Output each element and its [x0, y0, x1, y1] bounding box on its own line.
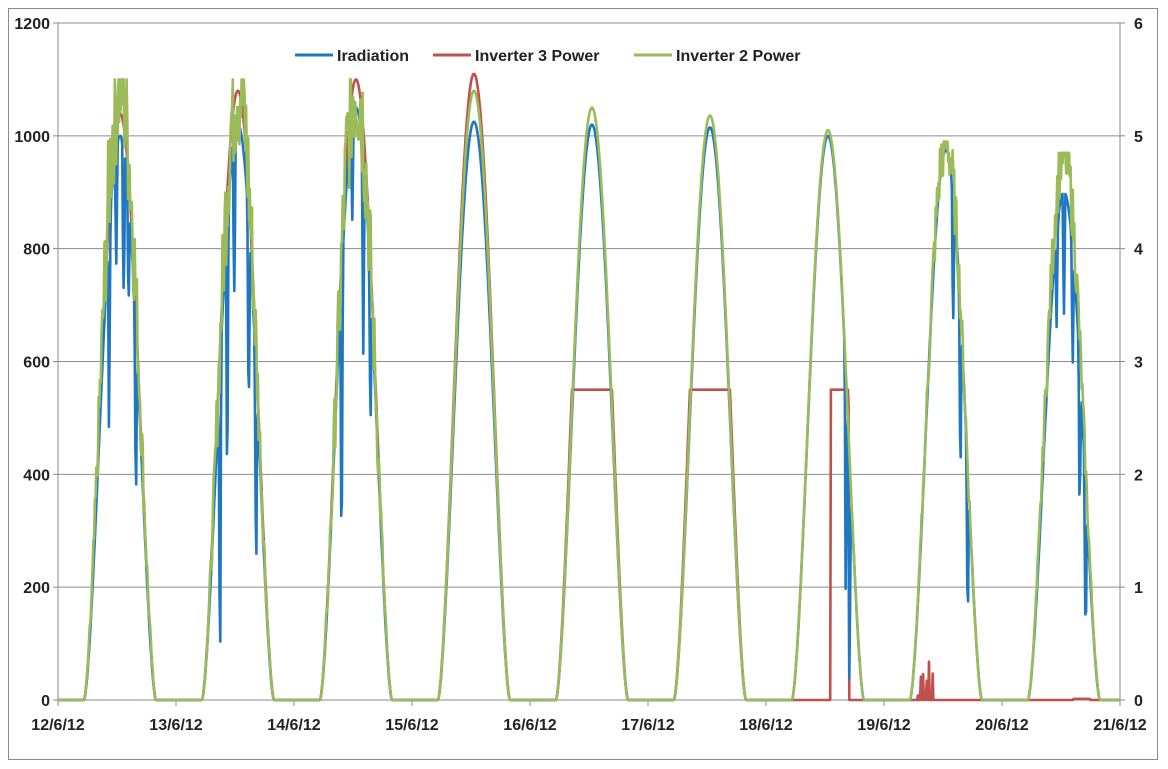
x-tick-label: 18/6/12: [739, 717, 792, 734]
y-tick-label: 1000: [14, 129, 50, 146]
series-line-inverter-2-power: [57, 78, 1121, 702]
series-line-inverter-3-power: [57, 72, 1121, 702]
legend: Iradiation Inverter 3 Power Inverter 2 Pow…: [295, 48, 801, 65]
y2-tick-label: 6: [1134, 16, 1143, 33]
y2-tick-label: 4: [1134, 242, 1143, 259]
x-tick-label: 21/6/12: [1093, 717, 1146, 734]
x-tick-label: 13/6/12: [149, 717, 202, 734]
y-tick-label: 1200: [14, 16, 50, 33]
tick-labels: 0 200 400 600 800 1000 1200 0 1 2 3 4 5 6 12/6/12 13/6/…: [14, 16, 1146, 734]
y-tick-label: 400: [23, 467, 50, 484]
y-tick-label: 0: [41, 693, 50, 710]
legend-label: Inverter 2 Power: [676, 48, 801, 65]
x-tick-label: 15/6/12: [385, 717, 438, 734]
x-tick-label: 14/6/12: [267, 717, 320, 734]
legend-label: Iradiation: [337, 48, 409, 65]
y-tick-label: 200: [23, 580, 50, 597]
y2-tick-label: 3: [1134, 355, 1143, 372]
y-tick-label: 800: [23, 242, 50, 259]
x-tick-label: 12/6/12: [31, 717, 84, 734]
y2-tick-label: 5: [1134, 129, 1143, 146]
series-lines: [57, 72, 1121, 702]
x-tick-label: 20/6/12: [975, 717, 1028, 734]
y2-tick-label: 0: [1134, 693, 1143, 710]
legend-label: Inverter 3 Power: [475, 48, 600, 65]
x-tick-label: 19/6/12: [857, 717, 910, 734]
y-tick-label: 600: [23, 355, 50, 372]
y2-tick-label: 2: [1134, 467, 1143, 484]
y2-tick-label: 1: [1134, 580, 1143, 597]
x-tick-label: 16/6/12: [503, 717, 556, 734]
x-tick-label: 17/6/12: [621, 717, 674, 734]
chart-frame: [8, 8, 1158, 760]
